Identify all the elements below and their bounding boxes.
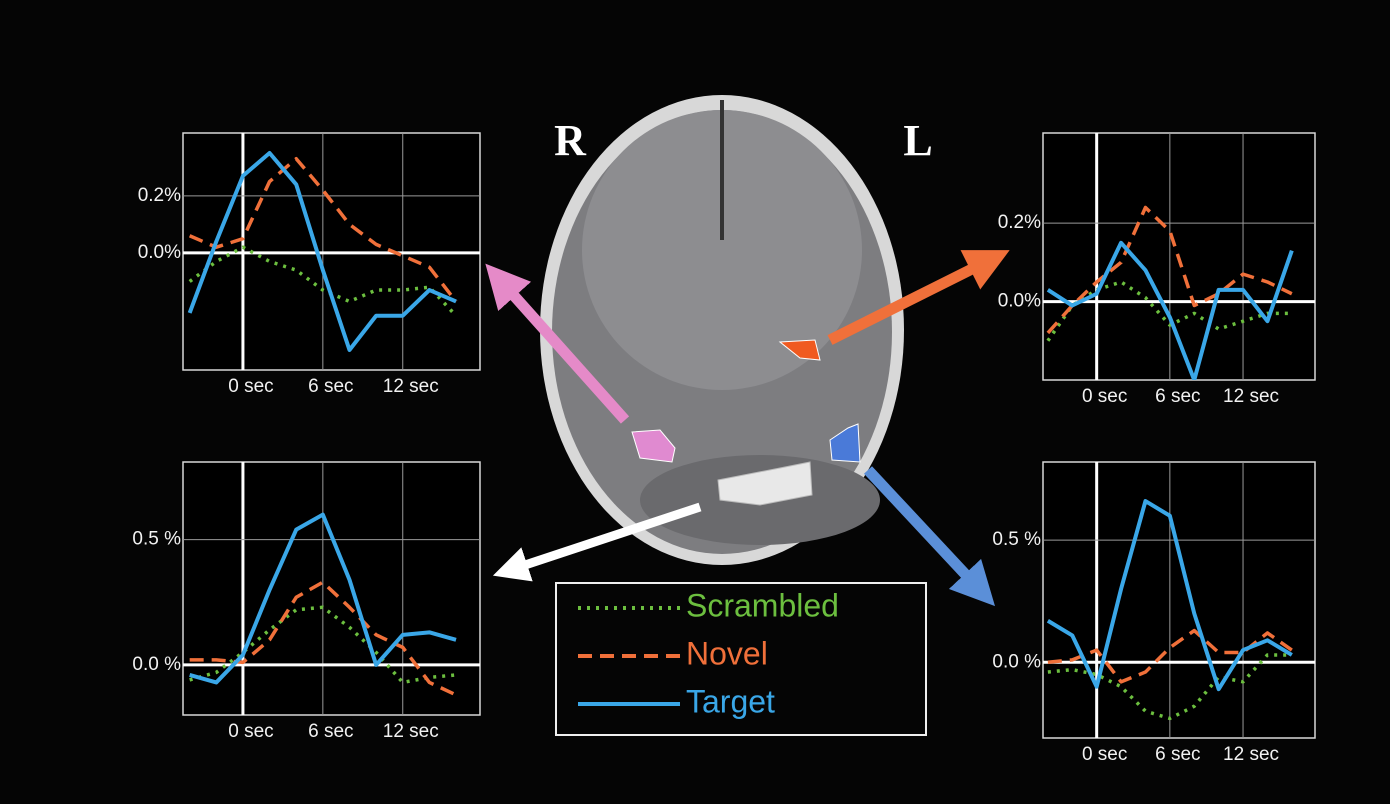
line-chart: 0 sec 6 sec 12 sec 0.0% 0.2% bbox=[998, 133, 1315, 407]
x-tick-label: 0 sec bbox=[1082, 744, 1127, 765]
x-tick-label: 6 sec bbox=[1155, 744, 1200, 765]
page: {"labels": ["R", "L"], "chart_data": [ {… bbox=[0, 0, 1390, 804]
legend: Scrambled Novel Target bbox=[556, 583, 926, 735]
y-tick-label: 0.0 % bbox=[992, 651, 1041, 672]
x-tick-label: 0 sec bbox=[228, 721, 273, 742]
x-tick-label: 6 sec bbox=[308, 376, 353, 397]
legend-label: Target bbox=[686, 683, 775, 719]
figure: R L Scrambled Novel Target 0 sec 6 sec 12 se… bbox=[0, 0, 1390, 804]
y-tick-label: 0.0% bbox=[138, 242, 181, 263]
x-tick-label: 0 sec bbox=[1082, 386, 1127, 407]
y-tick-label: 0.2% bbox=[998, 212, 1041, 233]
y-tick-label: 0.5 % bbox=[132, 529, 181, 550]
y-tick-label: 0.0 % bbox=[132, 654, 181, 675]
x-tick-label: 12 sec bbox=[383, 376, 439, 397]
side-label: L bbox=[903, 116, 932, 165]
y-tick-label: 0.2% bbox=[138, 185, 181, 206]
x-tick-label: 6 sec bbox=[1155, 386, 1200, 407]
y-tick-label: 0.0% bbox=[998, 291, 1041, 312]
x-tick-label: 6 sec bbox=[308, 721, 353, 742]
y-tick-label: 0.5 % bbox=[992, 529, 1041, 550]
x-tick-label: 12 sec bbox=[383, 721, 439, 742]
x-tick-label: 0 sec bbox=[228, 376, 273, 397]
line-chart: 0 sec 6 sec 12 sec 0.0 % 0.5 % bbox=[132, 462, 480, 742]
x-tick-label: 12 sec bbox=[1223, 386, 1279, 407]
line-chart: 0 sec 6 sec 12 sec 0.0% 0.2% bbox=[138, 133, 480, 397]
side-label: R bbox=[554, 116, 587, 165]
x-tick-label: 12 sec bbox=[1223, 744, 1279, 765]
plot-area bbox=[1043, 462, 1315, 738]
legend-label: Scrambled bbox=[686, 587, 839, 623]
legend-label: Novel bbox=[686, 635, 768, 671]
